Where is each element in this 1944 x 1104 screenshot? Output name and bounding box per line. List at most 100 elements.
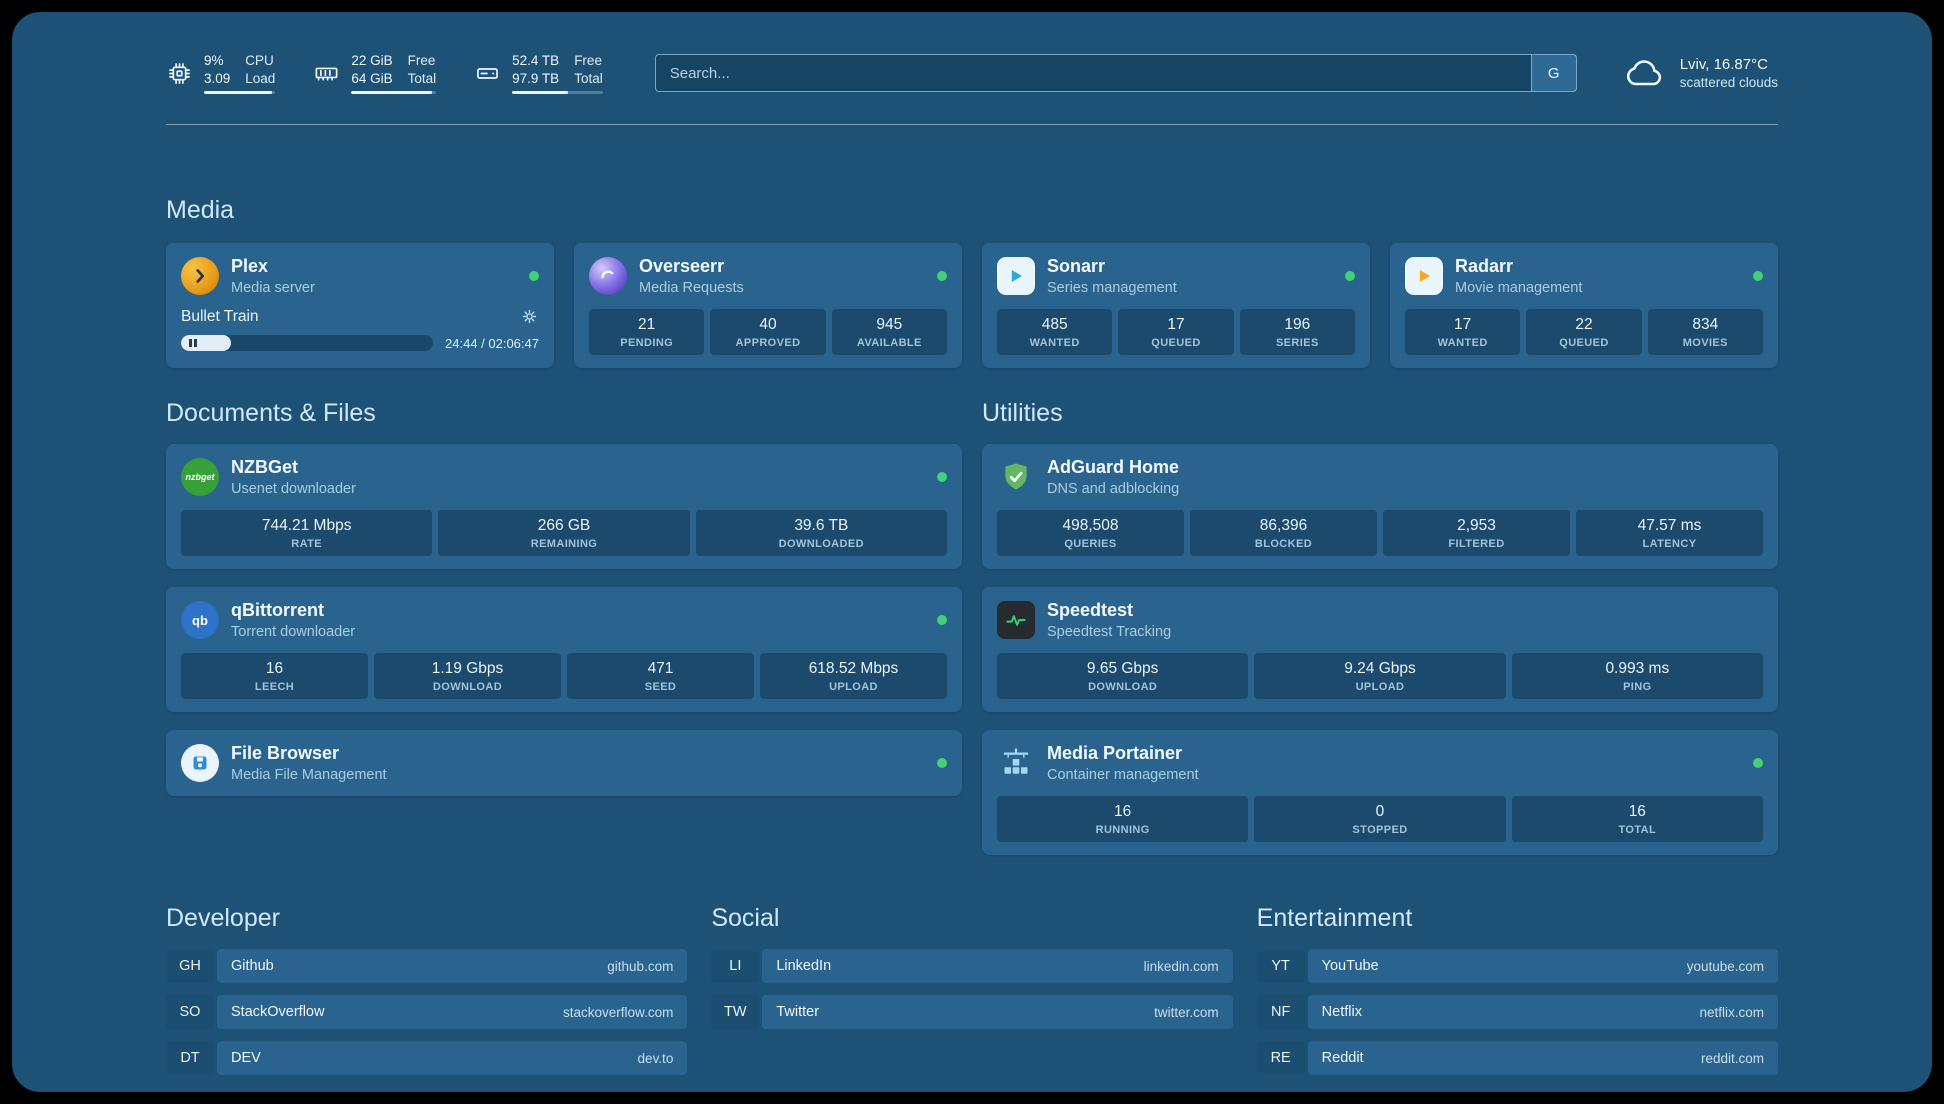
bookmark-github[interactable]: GH Github github.com xyxy=(166,949,688,983)
section-title-entertainment: Entertainment xyxy=(1256,904,1413,932)
service-name: Plex xyxy=(231,256,269,276)
memory-free-label: Free xyxy=(407,52,436,68)
service-subtitle: Media File Management xyxy=(231,767,387,783)
disk-usage-bar xyxy=(512,91,603,95)
stat-value: 9.65 Gbps xyxy=(1086,659,1159,677)
weather-widget[interactable]: Lviv, 16.87°C scattered clouds xyxy=(1623,51,1778,95)
stat-label: SEED xyxy=(644,680,677,693)
service-card-portainer[interactable]: Media Portainer Container management 16 … xyxy=(982,730,1778,855)
stat-seed: 471 SEED xyxy=(567,653,754,699)
stat-queries: 498,508 QUERIES xyxy=(997,510,1184,556)
bookmark-abbr: RE xyxy=(1256,1041,1305,1075)
bookmark-name: Reddit xyxy=(1321,1050,1364,1066)
stat-label: AVAILABLE xyxy=(856,336,922,349)
bookmark-reddit[interactable]: RE Reddit reddit.com xyxy=(1256,1041,1778,1075)
bookmark-linkedin[interactable]: LI LinkedIn linkedin.com xyxy=(711,949,1233,983)
service-card-plex[interactable]: Plex Media server Bullet Train xyxy=(166,243,554,368)
service-subtitle: Speedtest Tracking xyxy=(1047,624,1172,640)
bookmark-url: dev.to xyxy=(637,1050,674,1066)
stat-value: 16 xyxy=(265,659,284,677)
bookmark-group-entertainment: Entertainment YT YouTube youtube.com NF … xyxy=(1256,903,1778,1075)
bookmark-twitter[interactable]: TW Twitter twitter.com xyxy=(711,995,1233,1029)
stat-value: 1.19 Gbps xyxy=(431,659,504,677)
service-name: Media Portainer xyxy=(1047,743,1183,763)
service-card-sonarr[interactable]: Sonarr Series management 485 WANTED 17 Q… xyxy=(982,243,1370,368)
memory-total-value: 64 GiB xyxy=(351,70,393,86)
disk-resource-widget: 52.4 TB 97.9 TB Free Total xyxy=(474,52,603,95)
cpu-usage-bar xyxy=(204,91,276,95)
stat-value: 618.52 Mbps xyxy=(808,659,899,677)
stat-stopped: 0 STOPPED xyxy=(1254,796,1506,842)
disk-icon xyxy=(474,60,501,87)
stat-download: 1.19 Gbps DOWNLOAD xyxy=(374,653,561,699)
status-dot xyxy=(937,271,947,281)
memory-icon xyxy=(313,60,340,87)
service-card-filebrowser[interactable]: File Browser Media File Management xyxy=(166,730,962,796)
service-card-adguard[interactable]: AdGuard Home DNS and adblocking 498,508 … xyxy=(982,444,1778,569)
search-input[interactable] xyxy=(654,54,1577,92)
stat-value: 498,508 xyxy=(1062,516,1119,534)
search-bar: G xyxy=(654,54,1577,92)
qbittorrent-icon-text: qb xyxy=(192,612,208,628)
stat-value: 485 xyxy=(1041,315,1068,333)
service-name: Speedtest xyxy=(1047,600,1134,620)
status-dot xyxy=(1753,271,1763,281)
service-card-radarr[interactable]: Radarr Movie management 17 WANTED 22 QUE… xyxy=(1390,243,1778,368)
weather-location: Lviv, 16.87°C xyxy=(1679,56,1768,73)
status-dot xyxy=(937,472,947,482)
bookmark-netflix[interactable]: NF Netflix netflix.com xyxy=(1256,995,1778,1029)
stat-value: 16 xyxy=(1628,802,1646,820)
stat-latency: 47.57 ms LATENCY xyxy=(1576,510,1763,556)
stat-downloaded: 39.6 TB DOWNLOADED xyxy=(695,510,947,556)
plex-icon xyxy=(181,257,219,295)
gear-icon[interactable] xyxy=(520,307,539,326)
section-title-documents: Documents & Files xyxy=(166,399,376,427)
stat-value: 22 xyxy=(1575,315,1593,333)
stat-series: 196 SERIES xyxy=(1239,309,1355,355)
dashboard-canvas: 9% 3.09 CPU Load xyxy=(12,12,1932,1092)
playback-time: 24:44 / 02:06:47 xyxy=(445,335,539,351)
bookmark-youtube[interactable]: YT YouTube youtube.com xyxy=(1256,949,1778,983)
stat-label: UPLOAD xyxy=(1355,680,1405,693)
stat-label: LEECH xyxy=(254,680,295,693)
service-card-nzbget[interactable]: nzbget NZBGet Usenet downloader 744.21 M… xyxy=(166,444,962,569)
service-card-speedtest[interactable]: Speedtest Speedtest Tracking 9.65 Gbps D… xyxy=(982,587,1778,712)
playback-progress-bar[interactable] xyxy=(181,335,434,351)
stat-label: STOPPED xyxy=(1352,823,1408,836)
service-subtitle: Media server xyxy=(231,280,315,296)
bookmark-dev[interactable]: DT DEV dev.to xyxy=(166,1041,688,1075)
stat-label: REMAINING xyxy=(530,537,598,550)
stat-value: 86,396 xyxy=(1259,516,1308,534)
service-subtitle: Media Requests xyxy=(639,280,744,296)
memory-free-value: 22 GiB xyxy=(351,52,393,68)
nzbget-icon: nzbget xyxy=(181,458,219,496)
service-card-qbittorrent[interactable]: qb qBittorrent Torrent downloader 16 xyxy=(166,587,962,712)
bookmark-name: StackOverflow xyxy=(231,1004,325,1020)
status-dot xyxy=(1753,758,1763,768)
stat-wanted: 17 WANTED xyxy=(1405,309,1521,355)
topbar-divider xyxy=(166,124,1778,125)
pause-icon[interactable] xyxy=(189,339,197,347)
adguard-icon xyxy=(997,458,1035,496)
section-title-media: Media xyxy=(166,196,235,224)
bookmark-stackoverflow[interactable]: SO StackOverflow stackoverflow.com xyxy=(166,995,688,1029)
stat-available: 945 AVAILABLE xyxy=(831,309,947,355)
service-card-overseerr[interactable]: Overseerr Media Requests 21 PENDING 40 A… xyxy=(574,243,962,368)
cpu-percent-value: 9% xyxy=(204,52,224,68)
radarr-icon xyxy=(1405,257,1443,295)
stat-value: 47.57 ms xyxy=(1637,516,1702,534)
stat-queued: 22 QUEUED xyxy=(1526,309,1642,355)
service-name: AdGuard Home xyxy=(1047,457,1180,477)
service-subtitle: DNS and adblocking xyxy=(1047,481,1180,497)
stat-label: DOWNLOAD xyxy=(1088,680,1158,693)
disk-resource-body: 52.4 TB 97.9 TB Free Total xyxy=(512,52,603,95)
memory-resource-widget: 22 GiB 64 GiB Free Total xyxy=(313,52,437,95)
bookmark-name: Github xyxy=(231,958,274,974)
service-subtitle: Series management xyxy=(1047,280,1177,296)
stat-label: TOTAL xyxy=(1618,823,1657,836)
disk-free-label: Free xyxy=(574,52,602,68)
stat-value: 17 xyxy=(1454,315,1472,333)
search-provider-button[interactable]: G xyxy=(1530,54,1577,92)
now-playing-title: Bullet Train xyxy=(181,307,259,325)
filebrowser-icon xyxy=(181,744,219,782)
